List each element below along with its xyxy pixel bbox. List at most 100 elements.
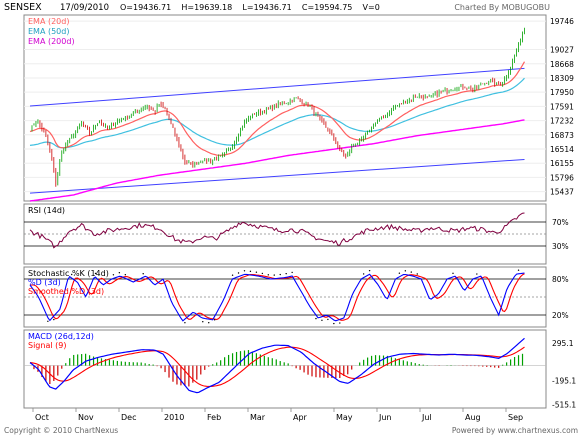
legend-ema50: EMA (50d)	[28, 27, 69, 36]
trend-channel	[29, 67, 525, 194]
date-label: 17/09/2010	[60, 3, 109, 13]
stoch-dot	[452, 272, 454, 275]
price-tick-label: 15437	[550, 188, 574, 197]
stoch-dot	[404, 270, 407, 272]
x-tick-label: 2010	[164, 413, 184, 422]
legend-ema20: EMA (20d)	[28, 17, 69, 26]
candlesticks	[31, 27, 525, 187]
stoch-tick-label: 80%	[552, 275, 569, 284]
stoch-dot	[327, 318, 329, 321]
price-y-axis: 19746 19027 18668 18309 17950 17591 17232 16873…	[550, 17, 574, 197]
x-tick-label: Mar	[250, 413, 266, 422]
legend-stoch-k: Stochastic %K (14d)	[28, 269, 109, 278]
price-tick-label: 15796	[550, 173, 574, 182]
stoch-dot	[339, 322, 341, 324]
price-tick-label: 16873	[550, 131, 574, 140]
charted-by-label: Charted By MOBUGOBU	[454, 3, 550, 12]
macd-tick-label: -195.1	[552, 376, 576, 385]
stoch-dot	[368, 269, 371, 272]
x-tick-label: Jun	[378, 413, 392, 422]
stoch-dot	[321, 319, 323, 321]
rsi-tick-label: 70%	[552, 218, 569, 227]
ema-lines	[29, 61, 526, 202]
macd-line	[29, 337, 525, 394]
price-tick-label: 19027	[550, 46, 574, 55]
x-tick-label: Dec	[121, 413, 136, 422]
stoch-dot	[416, 273, 418, 275]
stochastic-series: 80% 20%	[24, 269, 569, 325]
legend-macd: MACD (26d,12d)	[28, 332, 94, 341]
stoch-dot	[47, 320, 49, 323]
legend-ema200: EMA (200d)	[28, 37, 75, 46]
stoch-dot	[273, 274, 275, 276]
price-tick-label: 18309	[550, 74, 574, 83]
stoch-dot	[94, 272, 97, 275]
price-gridlines	[24, 20, 546, 193]
rsi-series: 70% 30%	[24, 212, 569, 251]
x-tick-label: Feb	[207, 413, 221, 422]
stoch-dot	[202, 321, 204, 323]
rsi-line	[29, 212, 525, 249]
price-tick-label: 17950	[550, 88, 574, 97]
macd-panel	[23, 329, 547, 409]
macd-series: 295.1 -195.1 -515.1	[24, 337, 576, 410]
stoch-tick-label: 20%	[552, 311, 569, 320]
stoch-dot	[184, 322, 186, 324]
stoch-dot	[410, 271, 413, 273]
stoch-dot	[291, 271, 293, 274]
stoch-dot	[255, 271, 258, 273]
stoch-dot	[142, 273, 144, 275]
stoch-dot	[243, 270, 246, 272]
price-tick-label: 16514	[550, 145, 574, 154]
rsi-tick-label: 30%	[552, 242, 569, 251]
stoch-dot	[112, 274, 115, 276]
channel-lower-line	[29, 158, 525, 194]
powered-by-label: Powered by www.chartnexus.com	[452, 426, 578, 435]
ema50-line	[29, 77, 525, 149]
legend-stoch-d: %D (3d)	[28, 278, 61, 287]
stoch-dot	[71, 273, 73, 276]
stoch-dot	[261, 272, 264, 275]
x-tick-label: Nov	[78, 413, 94, 422]
stoch-dot	[285, 272, 287, 275]
x-tick-label: Aug	[465, 413, 481, 422]
stoch-dot	[213, 319, 216, 321]
stoch-dot	[279, 273, 281, 276]
price-panel	[23, 14, 547, 202]
stoch-dot	[124, 274, 127, 276]
price-tick-label: 18668	[550, 60, 574, 69]
stoch-dot	[398, 272, 401, 274]
stoch-dot	[267, 274, 270, 276]
x-tick-label: Apr	[293, 413, 308, 422]
price-tick-label: 19746	[550, 17, 574, 26]
ohlcv-label: O=19436.71 H=19639.18 L=19436.71 C=19594…	[120, 3, 380, 12]
stoch-dot	[333, 322, 335, 325]
ema200-line	[29, 119, 525, 202]
price-tick-label: 16155	[550, 159, 574, 168]
stoch-dot	[476, 273, 478, 275]
x-tick-label: Jul	[421, 413, 432, 422]
rsi-title: RSI (14d)	[28, 206, 65, 215]
x-tick-label: Sep	[508, 413, 523, 422]
x-tick-label: May	[336, 413, 353, 422]
legend-signal: Signal (9)	[28, 341, 66, 350]
legend-stoch-smoothed: Smoothed %D (3d)	[28, 287, 104, 296]
price-tick-label: 17232	[550, 117, 574, 126]
x-tick-label: Oct	[35, 413, 49, 422]
stoch-dot	[208, 322, 210, 324]
stoch-dot	[362, 273, 365, 275]
stoch-dot	[249, 270, 252, 273]
stoch-dot	[231, 274, 234, 276]
macd-tick-label: 295.1	[552, 339, 574, 348]
copyright-label: Copyright © 2010 ChartNexus	[4, 426, 118, 435]
stoch-dot	[237, 272, 240, 274]
stoch-dot	[118, 272, 121, 274]
stoch-dot	[53, 318, 55, 321]
ema20-line	[29, 61, 526, 156]
stoch-k-line	[29, 272, 525, 322]
x-axis: Oct Nov Dec 2010 Feb Mar Apr May Jun Jul Aug Sep	[32, 408, 523, 422]
stoch-dot	[517, 269, 520, 271]
stoch-dot	[315, 317, 317, 320]
